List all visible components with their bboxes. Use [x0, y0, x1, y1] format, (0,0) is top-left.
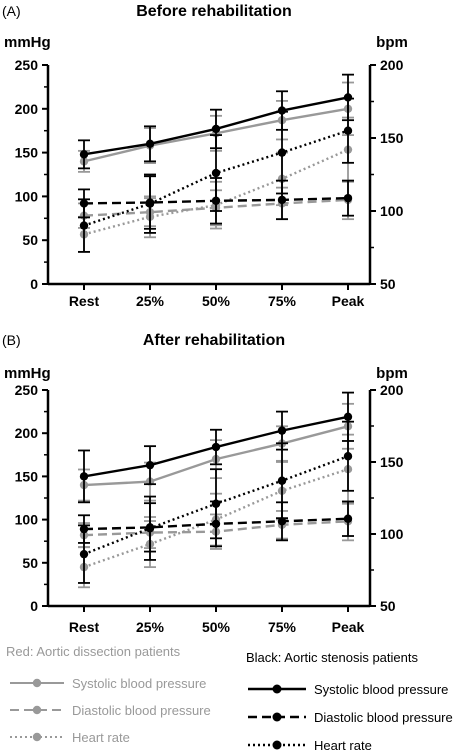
data-point	[79, 472, 89, 481]
data-point	[145, 460, 155, 470]
y-left-tick-label: 150	[15, 145, 39, 161]
data-point	[343, 126, 353, 135]
legend-left-marker	[32, 678, 42, 688]
x-tick-label: Peak	[332, 293, 365, 309]
legend-left-label: Heart rate	[72, 730, 130, 745]
y-left-tick-label: 200	[15, 101, 39, 117]
x-tick-label: Rest	[69, 293, 100, 309]
legend-left-marker	[32, 732, 42, 742]
data-point	[343, 193, 353, 203]
data-point	[277, 517, 287, 526]
data-point	[343, 514, 353, 523]
y-left-tick-label: 100	[15, 188, 39, 204]
x-tick-label: Peak	[332, 619, 365, 635]
legend-left-label: Diastolic blood pressure	[72, 703, 211, 718]
x-tick-label: 50%	[202, 293, 231, 309]
x-tick-label: 75%	[268, 293, 297, 309]
y-right-label: bpm	[376, 34, 408, 51]
data-point	[277, 195, 287, 205]
y-left-tick-label: 0	[30, 598, 38, 614]
data-point	[211, 499, 221, 508]
data-point	[211, 442, 221, 452]
y-right-label: bpm	[376, 365, 408, 382]
series-stenosis-heart_rate	[78, 420, 354, 584]
y-right-tick-label: 100	[380, 203, 404, 219]
panel-label: (B)	[2, 332, 21, 348]
x-tick-label: Rest	[69, 619, 100, 635]
panel-label: (A)	[2, 3, 21, 19]
data-point	[211, 124, 221, 134]
data-point	[79, 150, 89, 159]
chart-title: Before rehabilitation	[136, 3, 292, 20]
y-right-tick-label: 200	[380, 57, 404, 73]
data-point	[277, 476, 287, 485]
data-point	[277, 106, 287, 115]
y-left-tick-label: 0	[30, 276, 38, 292]
y-right-tick-label: 150	[380, 454, 404, 470]
y-left-label: mmHg	[4, 34, 51, 51]
x-tick-label: 50%	[202, 619, 231, 635]
y-left-tick-label: 200	[15, 425, 39, 441]
y-left-label: mmHg	[4, 365, 51, 382]
data-point	[343, 412, 353, 421]
x-tick-label: 25%	[136, 619, 165, 635]
y-left-tick-label: 250	[15, 57, 39, 73]
legend-left-title: Red: Aortic dissection patients	[6, 644, 181, 659]
chart-title: After rehabilitation	[143, 332, 285, 349]
y-right-tick-label: 50	[380, 276, 396, 292]
data-point	[145, 199, 155, 208]
y-left-tick-label: 50	[22, 555, 38, 571]
legend-right-marker	[272, 684, 282, 694]
y-right-tick-label: 100	[380, 526, 404, 542]
y-left-tick-label: 150	[15, 468, 39, 484]
data-point	[145, 524, 155, 533]
data-point	[211, 168, 221, 178]
data-point	[277, 148, 287, 157]
legend-right-marker	[272, 740, 282, 750]
data-point	[343, 452, 353, 461]
data-point	[145, 139, 155, 149]
data-point	[277, 426, 287, 435]
x-tick-label: 25%	[136, 293, 165, 309]
legend-right-title: Black: Aortic stenosis patients	[246, 650, 418, 665]
legend-right-marker	[272, 712, 282, 722]
y-right-tick-label: 150	[380, 130, 404, 146]
legend-right-label: Heart rate	[314, 738, 372, 753]
legend-left-marker	[32, 705, 42, 715]
y-left-tick-label: 50	[22, 232, 38, 248]
y-left-tick-label: 100	[15, 512, 39, 528]
data-point	[79, 549, 89, 559]
y-left-tick-label: 250	[15, 382, 39, 398]
series-stenosis-heart_rate	[78, 97, 354, 253]
series-line	[83, 129, 349, 227]
data-point	[79, 221, 89, 230]
legend-right-label: Diastolic blood pressure	[314, 710, 453, 725]
data-point	[343, 93, 353, 102]
x-tick-label: 75%	[268, 619, 297, 635]
y-right-tick-label: 200	[380, 382, 404, 398]
y-right-tick-label: 50	[380, 598, 396, 614]
legend-left-label: Systolic blood pressure	[72, 676, 206, 691]
legend-right-label: Systolic blood pressure	[314, 682, 448, 697]
